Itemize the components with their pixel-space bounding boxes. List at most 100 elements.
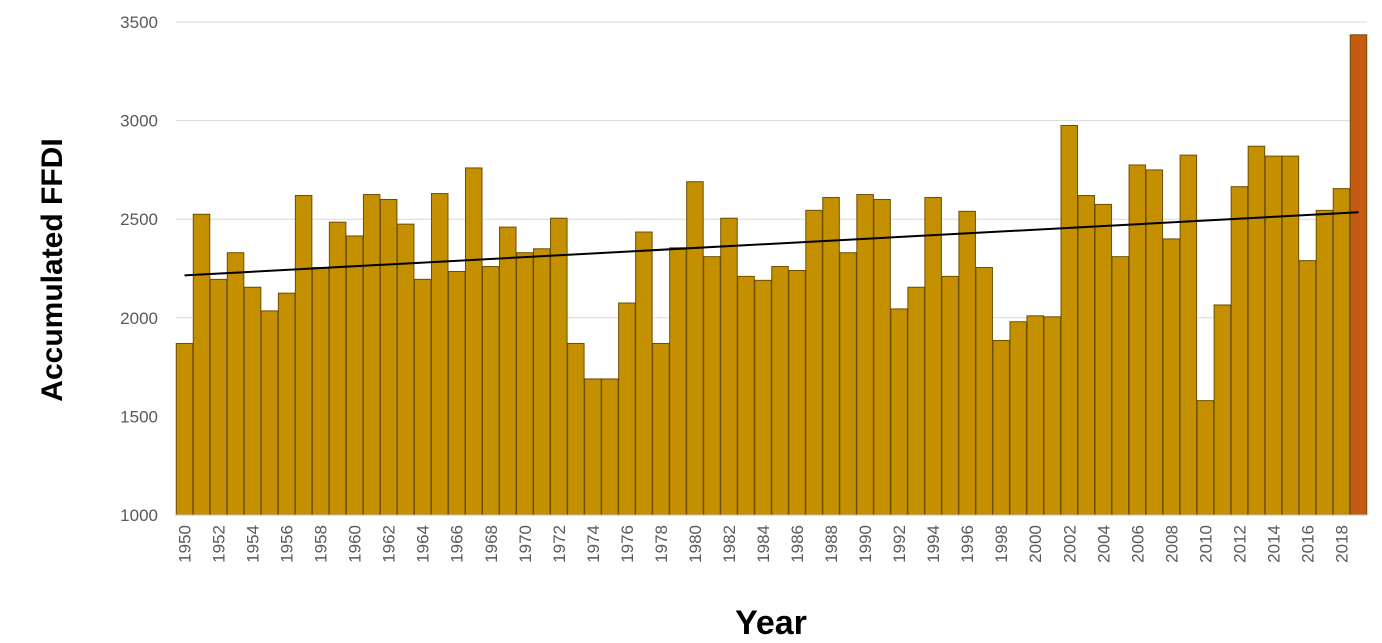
bar-1966 xyxy=(447,270,466,516)
x-tick-label: 1976 xyxy=(618,525,637,563)
bar-2018 xyxy=(1332,188,1351,516)
bar-1990 xyxy=(856,194,874,516)
bar-2000 xyxy=(1026,315,1044,516)
bar-1986 xyxy=(788,269,806,516)
bar-2001 xyxy=(1043,316,1061,516)
bar-1975 xyxy=(601,378,619,516)
bar-1973 xyxy=(567,342,585,516)
x-tick-label: 2010 xyxy=(1196,525,1215,563)
x-tick-label: 1958 xyxy=(312,525,331,563)
x-tick-label: 2000 xyxy=(1026,525,1045,563)
bar-2016 xyxy=(1298,260,1317,516)
bar-1967 xyxy=(464,167,483,516)
bar-2019 xyxy=(1349,34,1368,516)
bar-1956 xyxy=(277,292,296,516)
x-tick-label: 1992 xyxy=(890,525,909,563)
bar-1972 xyxy=(550,217,568,516)
bar-1987 xyxy=(805,209,823,516)
bar-1991 xyxy=(873,198,891,516)
x-tick-label: 1978 xyxy=(652,525,671,563)
x-tick-label: 1998 xyxy=(992,525,1011,563)
bar-2014 xyxy=(1264,155,1283,516)
bar-1978 xyxy=(652,342,670,516)
x-tick-label: 1990 xyxy=(856,525,875,563)
x-tick-label: 1962 xyxy=(380,525,399,563)
x-tick-label: 1994 xyxy=(924,525,943,563)
bar-1957 xyxy=(294,195,313,516)
x-tick-label: 1970 xyxy=(516,525,535,563)
bar-1954 xyxy=(243,286,262,516)
y-tick-label: 1000 xyxy=(120,506,158,525)
bar-1994 xyxy=(924,197,942,516)
x-tick-label: 2002 xyxy=(1060,525,1079,563)
bar-1970 xyxy=(516,252,534,516)
bar-1988 xyxy=(822,197,840,516)
x-tick-label: 1988 xyxy=(822,525,841,563)
x-tick-label: 2018 xyxy=(1332,525,1351,563)
x-axis-title: Year xyxy=(735,604,807,642)
y-axis-ticks: 1000 1500 2000 2500 3000 3500 xyxy=(120,13,158,525)
bar-1968 xyxy=(482,266,500,516)
x-tick-label: 1952 xyxy=(210,525,229,563)
x-tick-label: 1960 xyxy=(346,525,365,563)
bar-1997 xyxy=(975,267,993,516)
bar-2005 xyxy=(1111,256,1130,516)
bar-2011 xyxy=(1213,304,1232,516)
bar-1950 xyxy=(175,342,194,516)
x-tick-label: 1956 xyxy=(278,525,297,563)
bar-2002 xyxy=(1060,125,1079,516)
x-tick-label: 1982 xyxy=(720,525,739,563)
bar-1961 xyxy=(362,194,381,516)
bar-1984 xyxy=(754,279,772,516)
bar-1964 xyxy=(413,278,432,516)
bar-2013 xyxy=(1247,145,1266,516)
y-tick-label: 2000 xyxy=(120,309,158,328)
bar-1993 xyxy=(907,286,925,516)
bar-2012 xyxy=(1230,186,1249,516)
bar-2004 xyxy=(1094,203,1113,516)
x-tick-label: 1964 xyxy=(414,525,433,563)
x-tick-label: 2006 xyxy=(1128,525,1147,563)
y-tick-label: 3500 xyxy=(120,13,158,32)
bar-1969 xyxy=(499,226,517,516)
bar-1965 xyxy=(430,193,449,516)
bar-1995 xyxy=(941,275,959,516)
bar-2017 xyxy=(1315,209,1334,516)
x-axis-ticks: 1950 1952 1954 1956 1958 1960 1962 1964 1966 1968… xyxy=(176,525,1352,563)
bar-2008 xyxy=(1162,238,1181,516)
x-tick-label: 2016 xyxy=(1298,525,1317,563)
bar-1999 xyxy=(1009,321,1027,516)
bar-2010 xyxy=(1196,400,1215,516)
bar-2003 xyxy=(1077,195,1096,516)
bar-1983 xyxy=(737,275,755,516)
x-tick-label: 2008 xyxy=(1162,525,1181,563)
x-tick-label: 1972 xyxy=(550,525,569,563)
x-tick-label: 2014 xyxy=(1264,525,1283,563)
x-tick-label: 1968 xyxy=(482,525,501,563)
x-tick-label: 2004 xyxy=(1094,525,1113,563)
bar-1955 xyxy=(260,310,279,516)
bar-1958 xyxy=(311,267,330,516)
bar-2007 xyxy=(1145,169,1164,516)
bar-1963 xyxy=(396,223,415,516)
trend-line xyxy=(184,211,1359,277)
bar-1951 xyxy=(192,213,211,516)
x-tick-label: 1984 xyxy=(754,525,773,563)
bar-1982 xyxy=(720,217,738,516)
bar-1979 xyxy=(669,247,687,516)
x-tick-label: 1974 xyxy=(584,525,603,563)
bar-1953 xyxy=(226,252,245,516)
x-tick-label: 1980 xyxy=(686,525,705,563)
x-tick-label: 2012 xyxy=(1230,525,1249,563)
y-tick-label: 2500 xyxy=(120,210,158,229)
y-axis-title: Accumulated FFDI xyxy=(36,138,69,401)
x-tick-label: 1950 xyxy=(176,525,195,563)
y-tick-label: 3000 xyxy=(120,112,158,131)
bar-1952 xyxy=(209,278,228,516)
x-tick-label: 1986 xyxy=(788,525,807,563)
x-tick-label: 1966 xyxy=(448,525,467,563)
bar-2015 xyxy=(1281,155,1300,516)
bar-1980 xyxy=(686,181,704,516)
bar-1998 xyxy=(992,339,1010,516)
